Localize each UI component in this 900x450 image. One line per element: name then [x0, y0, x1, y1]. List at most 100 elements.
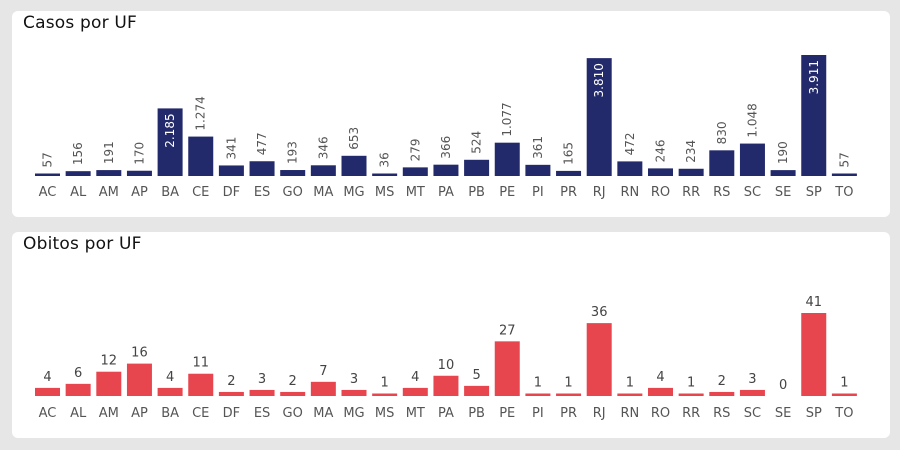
bar-df: [218, 165, 244, 176]
x-tick-label-sc: SC: [744, 406, 761, 421]
data-label-pi: 1: [534, 376, 542, 391]
x-tick-label-mt: MT: [406, 406, 425, 421]
x-tick-label-sp: SP: [806, 406, 822, 421]
data-label-pb: 5: [472, 368, 480, 383]
data-label-mg: 653: [347, 127, 361, 150]
bar-sp: [801, 313, 827, 396]
x-tick-label-ap: AP: [131, 406, 148, 421]
bar-pb: [464, 385, 490, 396]
x-tick-label-ro: RO: [651, 185, 670, 200]
data-label-se: 0: [779, 378, 787, 393]
bar-go: [280, 391, 306, 396]
data-label-rs: 2: [718, 374, 726, 389]
data-label-to: 1: [840, 376, 848, 391]
obitos-card: Obitos por UF AC 4 AL 6 AM 12 AP 16 BA 4 CE 11 DF 2 ES…: [12, 232, 890, 438]
data-label-al: 6: [74, 366, 82, 381]
bar-se: [770, 170, 796, 176]
data-label-sp: 3.911: [807, 60, 821, 94]
data-label-ma: 7: [319, 364, 327, 379]
data-label-pa: 10: [438, 358, 455, 373]
x-tick-label-rs: RS: [713, 406, 730, 421]
x-tick-label-rs: RS: [713, 185, 730, 200]
bar-rn: [617, 161, 643, 176]
x-tick-label-mt: MT: [406, 185, 425, 200]
x-tick-label-to: TO: [834, 406, 853, 421]
data-label-am: 12: [101, 354, 118, 369]
bar-to: [831, 173, 857, 176]
bar-ba: [157, 108, 183, 176]
data-label-sc: 3: [748, 372, 756, 387]
bar-pi: [525, 164, 551, 176]
x-tick-label-ma: MA: [313, 406, 333, 421]
x-tick-label-se: SE: [775, 185, 791, 200]
bar-rj: [586, 323, 612, 396]
data-label-go: 193: [286, 141, 300, 164]
bar-rr: [678, 393, 704, 396]
x-tick-label-go: GO: [283, 406, 303, 421]
bar-rr: [678, 168, 704, 176]
x-tick-label-pr: PR: [560, 185, 577, 200]
x-tick-label-pb: PB: [468, 406, 485, 421]
bar-mg: [341, 389, 367, 396]
data-label-rj: 36: [591, 305, 608, 320]
x-tick-label-to: TO: [834, 185, 853, 200]
data-label-ac: 57: [41, 152, 55, 167]
data-label-rr: 1: [687, 376, 695, 391]
data-label-mt: 4: [411, 370, 419, 385]
bar-to: [831, 393, 857, 396]
bar-pr: [556, 393, 582, 396]
x-tick-label-ap: AP: [131, 185, 148, 200]
data-label-pb: 524: [470, 131, 484, 154]
bar-es: [249, 161, 275, 176]
bar-pb: [464, 159, 490, 176]
data-label-rs: 830: [715, 121, 729, 144]
data-label-mg: 3: [350, 372, 358, 387]
bar-ma: [310, 165, 336, 176]
x-tick-label-se: SE: [775, 406, 791, 421]
data-label-es: 477: [255, 132, 269, 155]
obitos-chart-title: Obitos por UF: [23, 234, 142, 254]
bar-pa: [433, 375, 459, 396]
x-tick-label-rj: RJ: [593, 406, 606, 421]
x-tick-label-pa: PA: [438, 406, 454, 421]
x-tick-label-pi: PI: [532, 185, 544, 200]
x-tick-label-am: AM: [99, 406, 119, 421]
x-tick-label-ac: AC: [39, 406, 57, 421]
x-tick-label-pr: PR: [560, 406, 577, 421]
x-tick-label-al: AL: [70, 185, 87, 200]
x-tick-label-rj: RJ: [593, 185, 606, 200]
data-label-sp: 41: [805, 295, 822, 310]
x-tick-label-ba: BA: [161, 185, 179, 200]
x-tick-label-sp: SP: [806, 185, 822, 200]
bar-ro: [648, 387, 673, 396]
data-label-rn: 1: [626, 376, 634, 391]
data-label-ma: 346: [316, 136, 330, 159]
x-tick-label-ms: MS: [375, 185, 394, 200]
x-tick-label-al: AL: [70, 406, 87, 421]
bar-pi: [525, 393, 551, 396]
x-tick-label-ma: MA: [313, 185, 333, 200]
data-label-ba: 2.185: [163, 113, 177, 147]
x-tick-label-df: DF: [223, 406, 241, 421]
data-label-rr: 234: [684, 140, 698, 163]
data-label-ce: 1.274: [194, 96, 208, 130]
x-tick-label-ro: RO: [651, 406, 670, 421]
data-label-rn: 472: [623, 132, 637, 155]
bar-pe: [494, 142, 520, 176]
data-label-al: 156: [71, 142, 85, 165]
casos-card: Casos por UF AC 57 AL 156 AM 191 AP 170 BA 2.185 C…: [12, 11, 890, 217]
bar-pe: [494, 341, 520, 396]
data-label-pi: 361: [531, 136, 545, 159]
bar-mt: [402, 167, 428, 176]
casos-chart-title: Casos por UF: [23, 13, 138, 33]
bar-rs: [709, 391, 735, 396]
data-label-ms: 1: [381, 376, 389, 391]
bar-al: [65, 171, 91, 176]
bar-ac: [35, 173, 60, 176]
bar-rj: [586, 58, 612, 177]
bar-mg: [341, 155, 367, 176]
x-tick-label-mg: MG: [343, 185, 364, 200]
bar-ms: [372, 173, 398, 176]
bar-am: [96, 170, 122, 176]
bar-sp: [801, 55, 827, 176]
